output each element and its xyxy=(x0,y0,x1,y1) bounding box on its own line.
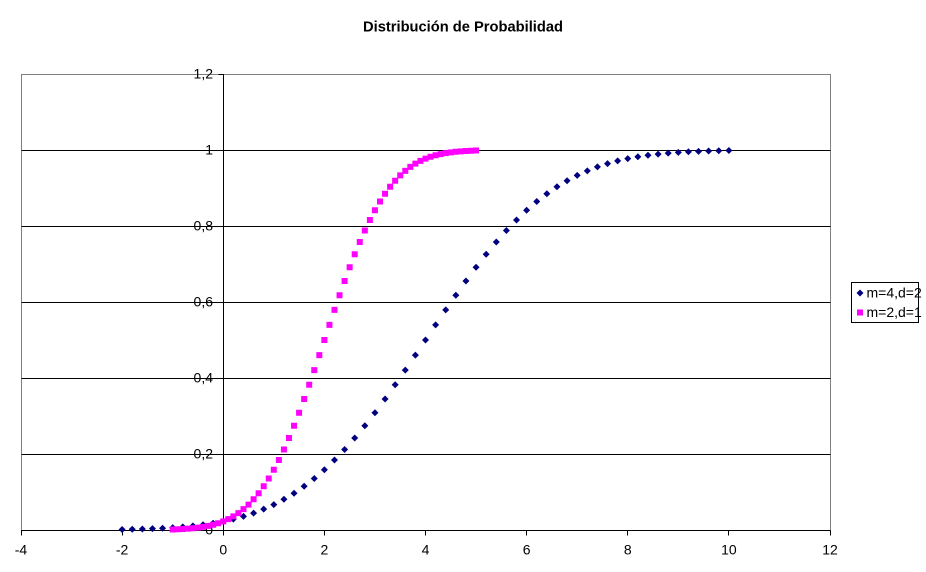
svg-text:2: 2 xyxy=(320,542,328,558)
svg-text:0: 0 xyxy=(205,522,213,538)
svg-text:-4: -4 xyxy=(15,542,28,558)
svg-text:1,2: 1,2 xyxy=(194,66,214,82)
svg-text:6: 6 xyxy=(523,542,531,558)
svg-text:Distribución de Probabilidad: Distribución de Probabilidad xyxy=(363,20,563,36)
svg-text:4: 4 xyxy=(422,542,430,558)
svg-text:12: 12 xyxy=(822,542,838,558)
svg-text:0,8: 0,8 xyxy=(194,218,214,234)
svg-text:0,4: 0,4 xyxy=(194,370,214,386)
svg-text:m=4,d=2: m=4,d=2 xyxy=(867,285,922,301)
svg-text:8: 8 xyxy=(624,542,632,558)
svg-text:1: 1 xyxy=(205,142,213,158)
svg-text:m=2,d=1: m=2,d=1 xyxy=(867,304,922,320)
svg-text:0,2: 0,2 xyxy=(194,446,214,462)
svg-text:0,6: 0,6 xyxy=(194,294,214,310)
svg-text:-2: -2 xyxy=(116,542,129,558)
svg-text:10: 10 xyxy=(721,542,737,558)
svg-text:0: 0 xyxy=(219,542,227,558)
